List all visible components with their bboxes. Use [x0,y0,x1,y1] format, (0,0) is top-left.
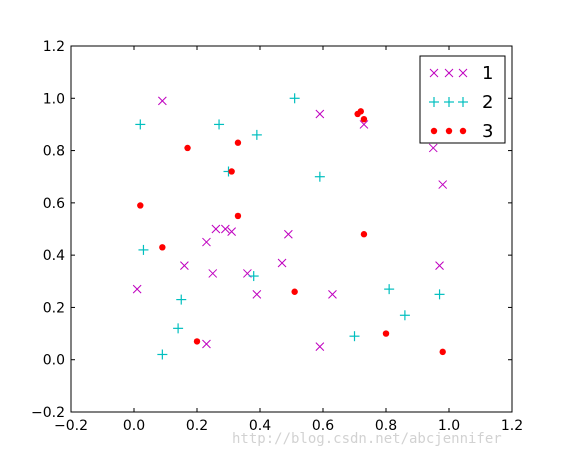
x-tick-label: 0.6 [312,418,334,434]
series-1-point [277,258,287,268]
series-3-point [193,338,201,345]
series-3-point [184,144,191,152]
series-2-point [251,129,262,140]
series-1-point [208,269,218,278]
legend-marker-series-2 [444,97,454,107]
watermark-text: http://blog.csdn.net/abcjennifer [232,431,502,447]
series-2-point [248,271,259,282]
x-tick-label: 1.2 [501,418,523,434]
legend-markers [429,68,468,135]
series-1-point [180,261,189,270]
series-1-point [359,120,369,129]
series-2-point [314,171,325,182]
legend: 1 2 3 [419,55,506,144]
series-1-point [157,96,167,106]
series-2-point [214,119,225,130]
legend-marker-series-1 [444,68,454,78]
series-3-point [439,348,446,356]
x-tick-label: 0.4 [249,418,271,434]
series-2-point [135,119,146,130]
series-1-point [283,229,293,239]
x-tick-label: 1.0 [438,418,460,434]
y-tick-labels: −0.2 0.0 0.2 0.4 0.6 0.8 1.0 1.2 [31,39,65,421]
series-1-point [202,339,211,349]
series-1-point [315,109,325,119]
legend-label-series-3: 3 [482,121,493,142]
series-1-point [252,290,262,299]
series-2-point [138,244,149,255]
series-1-point [435,261,444,270]
series-3-point [382,330,390,337]
x-tick-label: −0.2 [54,418,88,434]
series-3-point [159,244,166,251]
x-tick-label: 0.0 [123,418,145,434]
series-1-point [211,224,221,234]
series-1-point [328,290,337,299]
series-3-point [137,202,144,209]
series-3-point [360,116,368,123]
series-1-point [315,342,325,351]
x-tick-label: 0.2 [186,418,208,434]
series-1-point [428,143,438,153]
legend-label-series-1: 1 [482,63,493,84]
x-tick-labels: −0.2 0.0 0.2 0.4 0.6 0.8 1.0 1.2 [54,418,523,434]
series-1-point [220,224,230,234]
series-3-point [234,212,242,220]
series-1-point [227,227,237,236]
series-3-point [291,288,298,295]
y-tick-label: 0.0 [43,353,65,369]
series-1-point [438,180,448,189]
series-2-point [289,93,300,104]
y-tick-label: 1.0 [43,91,65,107]
y-tick-label: 0.4 [43,248,65,264]
series-1-point [202,237,211,247]
series-2-point [384,284,395,295]
series-2-point [434,289,445,300]
x-tick-label: 0.8 [375,418,397,434]
y-tick-label: 0.8 [43,144,65,160]
series-1-point [132,284,142,294]
series-2-point [173,323,184,334]
series-2-point [176,294,187,305]
legend-marker-series-3 [459,127,467,135]
series-2-point [349,331,360,342]
series-3-point [357,108,364,115]
y-tick-label: 1.2 [43,39,65,55]
series-2-point [157,349,168,360]
y-tick-label: 0.2 [43,300,65,316]
series-2-point [399,310,410,321]
series-3-point [228,168,235,175]
y-tick-label: −0.2 [31,405,65,421]
legend-marker-series-1 [458,68,468,78]
legend-marker-series-1 [429,68,439,78]
legend-marker-series-3 [430,127,438,135]
legend-marker-series-2 [429,97,439,107]
series-3-point [234,139,242,146]
legend-marker-series-2 [458,97,468,107]
data-points [132,93,448,360]
plot-frame [70,45,513,413]
series-3-point [360,231,368,238]
legend-label-series-2: 2 [482,92,493,113]
legend-marker-series-3 [445,127,453,135]
y-tick-label: 0.6 [43,196,65,212]
